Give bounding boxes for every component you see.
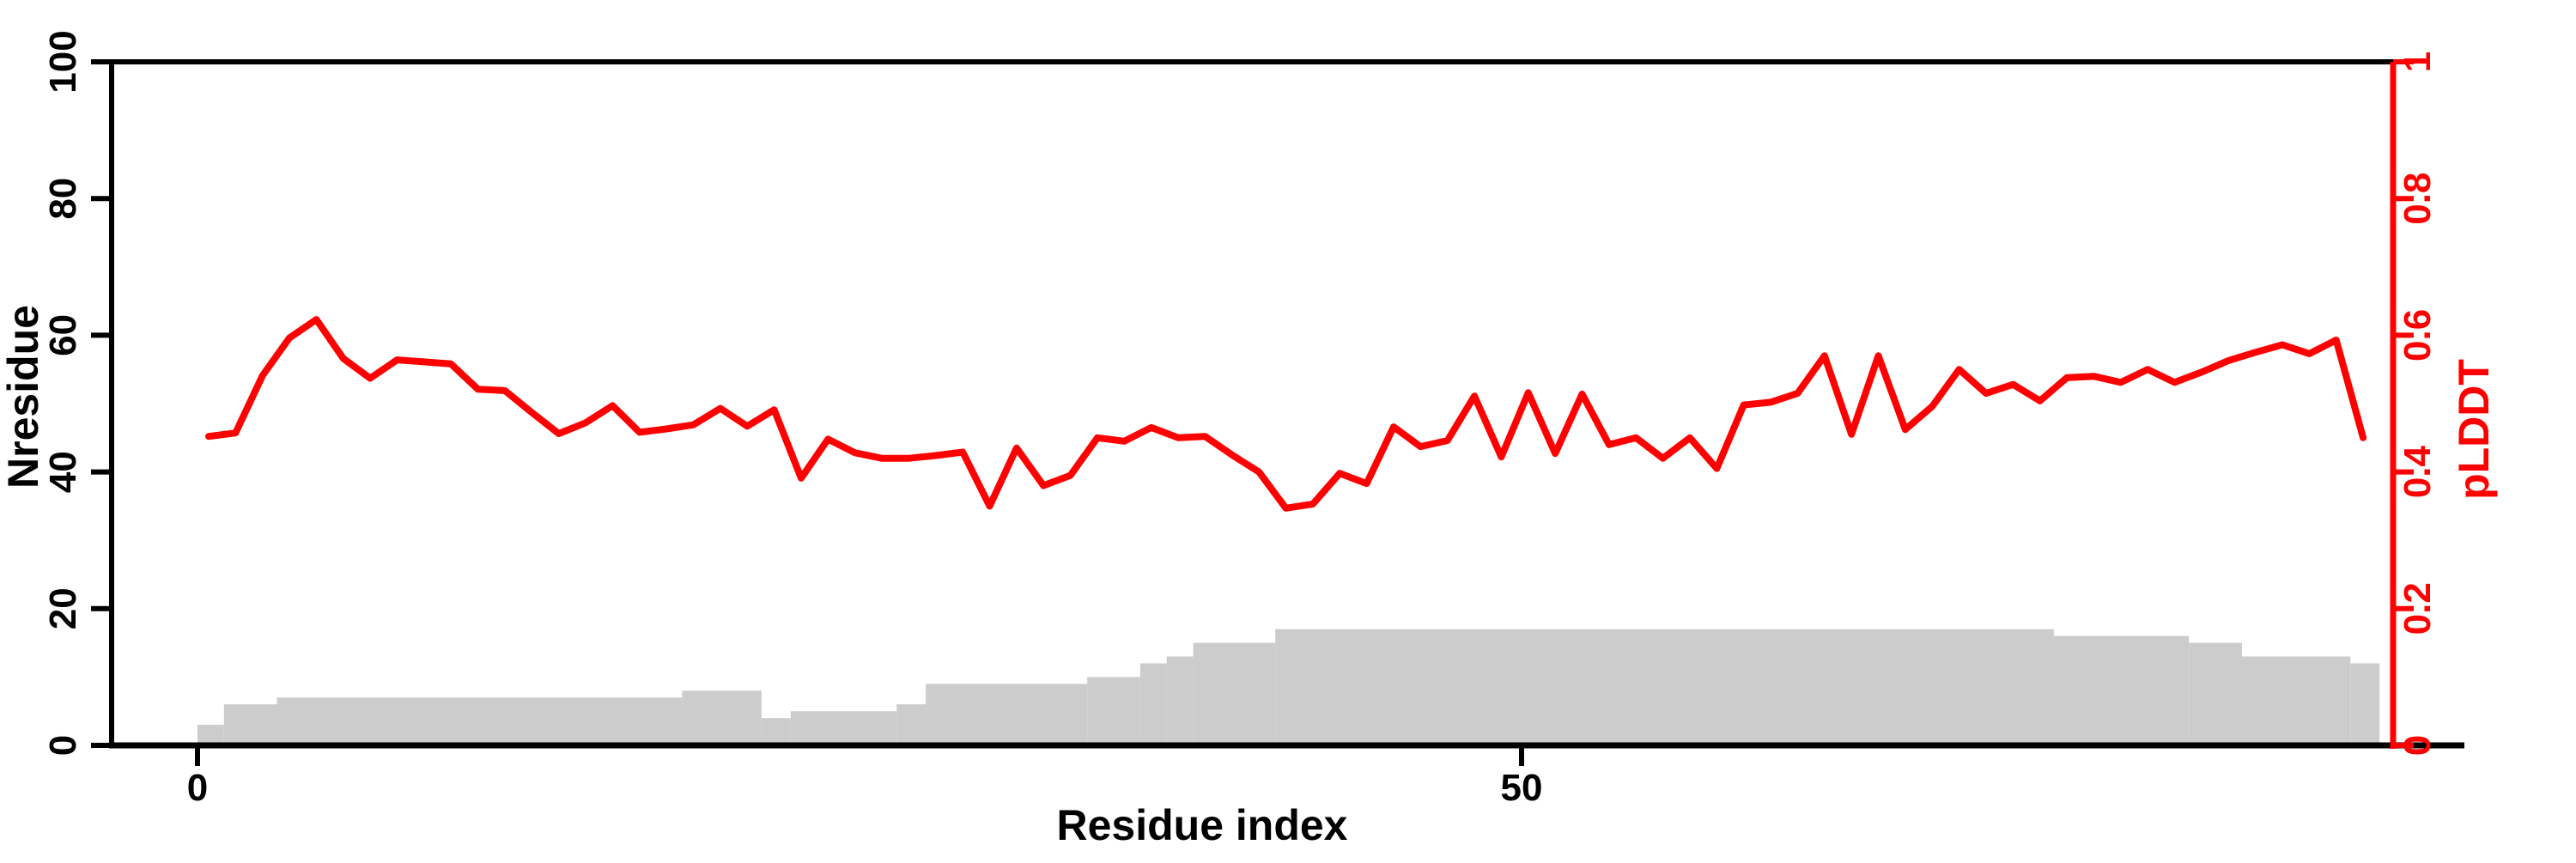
nresidue-bar-segment [682,690,762,745]
x-axis-title: Residue index [1057,801,1348,849]
x-axis-tick-label: 0 [187,767,208,809]
left-axis-title: Nresidue [0,305,47,489]
nresidue-bar-segment [1275,629,2054,745]
nresidue-bar-segment [926,684,1088,745]
nresidue-bar-segment [1087,677,1140,745]
left-axis-ticks: 0 20 40 60 80 100 [42,30,112,756]
right-axis-tick-label: 0.2 [2397,582,2439,635]
right-axis-tick-label: 0.6 [2397,309,2439,362]
left-axis-tick-label: 100 [42,30,84,93]
right-axis-ticks: 0 0.2 0.4 0.6 0.8 1 [2393,52,2439,756]
nresidue-bar-segment [276,697,683,745]
nresidue-bars-layer [197,629,2380,745]
nresidue-bar-segment [2189,642,2242,745]
right-axis-title: pLDDT [2450,359,2498,500]
x-axis-ticks: 0 50 [187,745,1543,809]
right-axis-tick-label: 0.4 [2397,445,2439,498]
nresidue-bar-segment [2053,635,2190,745]
left-axis-tick-label: 80 [42,178,84,220]
left-axis-tick-label: 60 [42,314,84,356]
right-axis-tick-label: 1 [2397,52,2439,72]
nresidue-bar-segment [790,711,897,745]
axes-frame-layer [109,59,2464,749]
nresidue-bar-segment [761,718,791,745]
right-axis-tick-label: 0.8 [2397,173,2439,225]
nresidue-bar-segment [896,704,927,745]
plddt-line-series [205,316,2367,512]
left-axis-tick-label: 0 [42,735,84,756]
nresidue-bar-segment [197,725,224,745]
nresidue-bar-segment [1166,656,1194,745]
left-axis-tick-label: 20 [42,587,84,629]
nresidue-bar-segment [2241,656,2351,745]
nresidue-bar-segment [2350,663,2380,745]
left-axis-tick-label: 40 [42,451,84,493]
nresidue-bar-segment [1193,642,1276,745]
x-axis-tick-label: 50 [1501,767,1543,809]
nresidue-bar-segment [1139,663,1167,745]
right-axis-tick-label: 0 [2397,735,2439,756]
nresidue-bar-segment [223,704,277,745]
